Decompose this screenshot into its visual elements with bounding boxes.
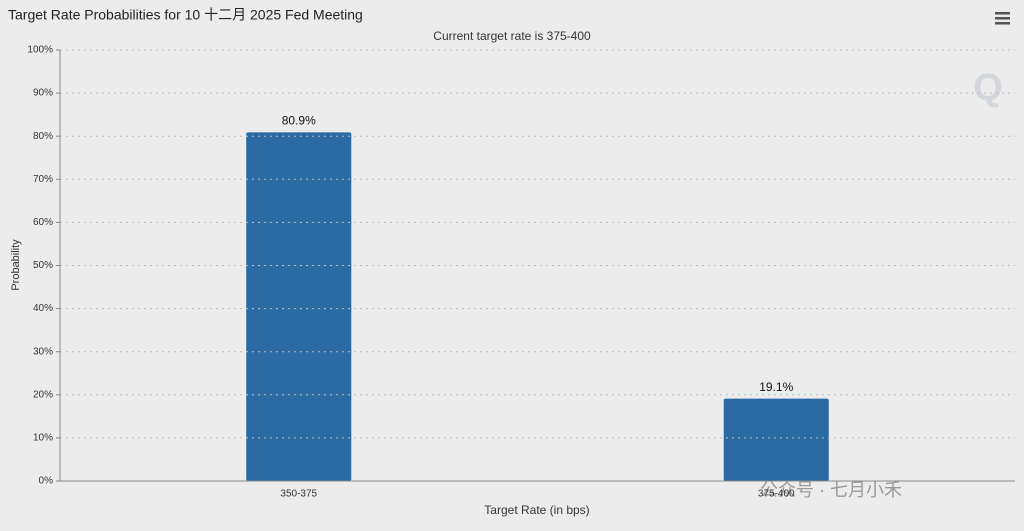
y-tick-label: 70% bbox=[33, 174, 53, 185]
menu-bar bbox=[995, 12, 1010, 15]
y-tick-label: 80% bbox=[33, 131, 53, 142]
x-tick-label: 375-400 bbox=[758, 489, 795, 500]
menu-bar bbox=[995, 22, 1010, 25]
value-label: 80.9% bbox=[282, 113, 316, 127]
y-tick-label: 100% bbox=[27, 45, 53, 56]
y-axis-label: Probability bbox=[10, 239, 22, 291]
y-tick-label: 40% bbox=[33, 303, 53, 314]
watermark: 公众号 · 七月小禾 bbox=[760, 480, 902, 500]
y-tick-label: 90% bbox=[33, 88, 53, 99]
chart-subtitle: Current target rate is 375-400 bbox=[433, 29, 591, 43]
y-tick-label: 20% bbox=[33, 389, 53, 400]
y-tick-label: 60% bbox=[33, 217, 53, 228]
logo: Q bbox=[973, 67, 1003, 109]
y-tick-label: 10% bbox=[33, 433, 53, 444]
y-tick-label: 50% bbox=[33, 260, 53, 271]
y-tick-label: 0% bbox=[39, 476, 54, 487]
x-tick-label: 350-375 bbox=[280, 489, 317, 500]
x-axis-label: Target Rate (in bps) bbox=[484, 503, 589, 517]
menu-bar bbox=[995, 17, 1010, 20]
menu-button[interactable] bbox=[995, 12, 1010, 25]
chart-title: Target Rate Probabilities for 10 十二月 202… bbox=[8, 7, 363, 23]
y-tick-label: 30% bbox=[33, 346, 53, 357]
value-label: 19.1% bbox=[759, 380, 793, 394]
bar bbox=[723, 398, 829, 481]
bar bbox=[246, 132, 352, 482]
